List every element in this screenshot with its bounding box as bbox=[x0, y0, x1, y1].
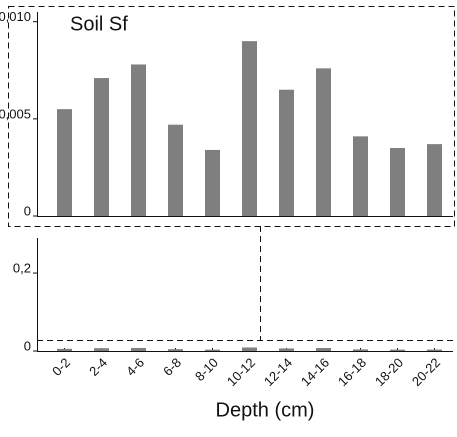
x-tick-label: 6-8 bbox=[160, 355, 184, 379]
bar bbox=[168, 124, 183, 216]
bar bbox=[427, 144, 442, 216]
bar bbox=[242, 41, 257, 217]
x-tick-label: 12-14 bbox=[261, 355, 295, 389]
bar bbox=[353, 136, 368, 216]
x-tick-label: 16-18 bbox=[335, 355, 369, 389]
y-tick-label: 0,010 bbox=[0, 9, 31, 24]
x-tick-label: 2-4 bbox=[86, 355, 110, 379]
x-tick-label: 14-16 bbox=[298, 355, 332, 389]
x-tick-label: 8-10 bbox=[192, 355, 221, 384]
bar bbox=[57, 109, 72, 216]
bar bbox=[94, 78, 109, 216]
chart-title: Soil Sf bbox=[70, 13, 128, 35]
bar bbox=[131, 64, 146, 216]
bar bbox=[316, 68, 331, 216]
bar bbox=[279, 348, 294, 351]
bar bbox=[94, 348, 109, 351]
bar bbox=[390, 349, 405, 351]
bar bbox=[427, 349, 442, 351]
bar bbox=[205, 349, 220, 351]
zoom-frame bbox=[8, 6, 455, 227]
x-axis-title: Depth (cm) bbox=[216, 399, 315, 421]
y-tick-label: 0,2 bbox=[13, 261, 31, 276]
bar bbox=[205, 149, 220, 216]
bar bbox=[316, 348, 331, 351]
y-tick-label: 0 bbox=[24, 338, 31, 353]
x-tick-label: 4-6 bbox=[123, 355, 147, 379]
x-tick-label: 18-20 bbox=[372, 355, 406, 389]
bar bbox=[390, 148, 405, 216]
x-tick-label: 20-22 bbox=[409, 355, 443, 389]
x-tick-label: 10-12 bbox=[224, 355, 258, 389]
bar bbox=[131, 347, 146, 351]
x-tick-label: 0-2 bbox=[49, 355, 73, 379]
bar bbox=[353, 349, 368, 351]
bar bbox=[57, 348, 72, 351]
y-tick-label: 0,005 bbox=[0, 106, 31, 121]
y-tick-label: 0 bbox=[24, 203, 31, 218]
bar bbox=[168, 349, 183, 351]
bar bbox=[279, 89, 294, 216]
bar bbox=[242, 347, 257, 351]
